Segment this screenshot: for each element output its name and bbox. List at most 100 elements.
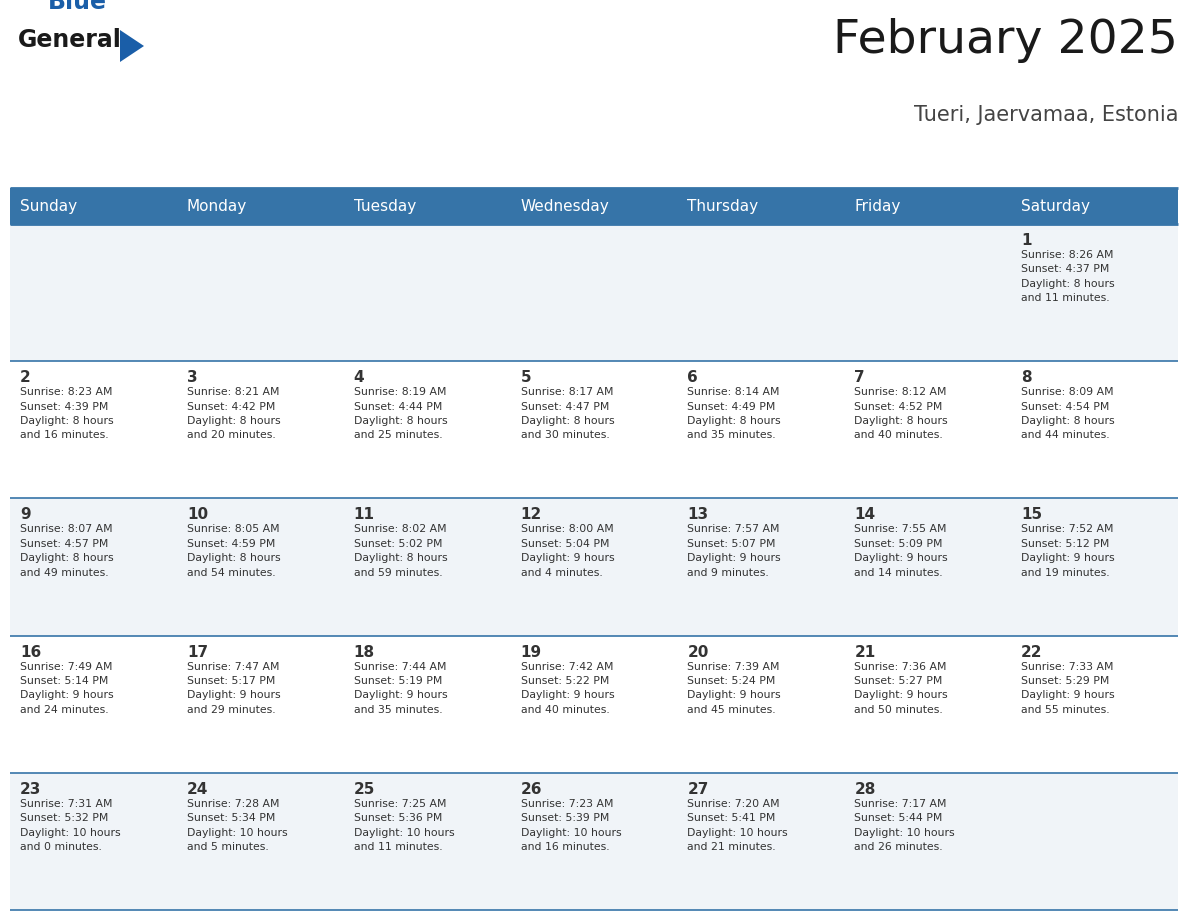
Bar (511, 361, 677, 498)
Bar (10, 635, 177, 773)
Bar (1011, 498, 1178, 635)
Text: Sunrise: 8:00 AM
Sunset: 5:04 PM
Daylight: 9 hours
and 4 minutes.: Sunrise: 8:00 AM Sunset: 5:04 PM Dayligh… (520, 524, 614, 577)
Bar (177, 773, 343, 910)
Bar (677, 635, 845, 773)
Text: Blue: Blue (48, 0, 107, 14)
Text: 23: 23 (20, 782, 42, 797)
Text: Tuesday: Tuesday (354, 198, 416, 214)
Bar (343, 188, 511, 224)
Text: Friday: Friday (854, 198, 901, 214)
Text: 26: 26 (520, 782, 542, 797)
Bar (677, 773, 845, 910)
Bar (511, 498, 677, 635)
Text: 3: 3 (187, 370, 197, 386)
Bar (343, 635, 511, 773)
Text: Sunrise: 8:12 AM
Sunset: 4:52 PM
Daylight: 8 hours
and 40 minutes.: Sunrise: 8:12 AM Sunset: 4:52 PM Dayligh… (854, 387, 948, 441)
Bar (177, 498, 343, 635)
Text: Sunrise: 8:07 AM
Sunset: 4:57 PM
Daylight: 8 hours
and 49 minutes.: Sunrise: 8:07 AM Sunset: 4:57 PM Dayligh… (20, 524, 114, 577)
Text: 16: 16 (20, 644, 42, 660)
Text: Sunrise: 7:49 AM
Sunset: 5:14 PM
Daylight: 9 hours
and 24 minutes.: Sunrise: 7:49 AM Sunset: 5:14 PM Dayligh… (20, 662, 114, 715)
Text: Sunrise: 7:42 AM
Sunset: 5:22 PM
Daylight: 9 hours
and 40 minutes.: Sunrise: 7:42 AM Sunset: 5:22 PM Dayligh… (520, 662, 614, 715)
Text: 11: 11 (354, 508, 374, 522)
Text: 18: 18 (354, 644, 375, 660)
Text: 1: 1 (1022, 233, 1031, 248)
Bar (677, 224, 845, 361)
Bar (1011, 188, 1178, 224)
Text: Sunrise: 8:05 AM
Sunset: 4:59 PM
Daylight: 8 hours
and 54 minutes.: Sunrise: 8:05 AM Sunset: 4:59 PM Dayligh… (187, 524, 280, 577)
Text: Sunday: Sunday (20, 198, 77, 214)
Text: Thursday: Thursday (688, 198, 759, 214)
Text: 2: 2 (20, 370, 31, 386)
Text: 22: 22 (1022, 644, 1043, 660)
Text: 13: 13 (688, 508, 708, 522)
Text: Sunrise: 8:02 AM
Sunset: 5:02 PM
Daylight: 8 hours
and 59 minutes.: Sunrise: 8:02 AM Sunset: 5:02 PM Dayligh… (354, 524, 448, 577)
Text: General: General (18, 28, 122, 52)
Text: Sunrise: 7:31 AM
Sunset: 5:32 PM
Daylight: 10 hours
and 0 minutes.: Sunrise: 7:31 AM Sunset: 5:32 PM Dayligh… (20, 799, 121, 852)
Text: Sunrise: 8:21 AM
Sunset: 4:42 PM
Daylight: 8 hours
and 20 minutes.: Sunrise: 8:21 AM Sunset: 4:42 PM Dayligh… (187, 387, 280, 441)
Bar (511, 635, 677, 773)
Bar (1011, 361, 1178, 498)
Bar (677, 361, 845, 498)
Text: 15: 15 (1022, 508, 1042, 522)
Text: Sunrise: 7:23 AM
Sunset: 5:39 PM
Daylight: 10 hours
and 16 minutes.: Sunrise: 7:23 AM Sunset: 5:39 PM Dayligh… (520, 799, 621, 852)
Text: February 2025: February 2025 (833, 18, 1178, 63)
Text: Sunrise: 7:57 AM
Sunset: 5:07 PM
Daylight: 9 hours
and 9 minutes.: Sunrise: 7:57 AM Sunset: 5:07 PM Dayligh… (688, 524, 781, 577)
Text: Sunrise: 7:36 AM
Sunset: 5:27 PM
Daylight: 9 hours
and 50 minutes.: Sunrise: 7:36 AM Sunset: 5:27 PM Dayligh… (854, 662, 948, 715)
Text: 7: 7 (854, 370, 865, 386)
Bar (1011, 224, 1178, 361)
Text: Sunrise: 8:09 AM
Sunset: 4:54 PM
Daylight: 8 hours
and 44 minutes.: Sunrise: 8:09 AM Sunset: 4:54 PM Dayligh… (1022, 387, 1114, 441)
Bar (343, 361, 511, 498)
Text: Sunrise: 7:47 AM
Sunset: 5:17 PM
Daylight: 9 hours
and 29 minutes.: Sunrise: 7:47 AM Sunset: 5:17 PM Dayligh… (187, 662, 280, 715)
Bar (845, 498, 1011, 635)
Bar (845, 224, 1011, 361)
Bar (10, 498, 177, 635)
Text: Sunrise: 7:17 AM
Sunset: 5:44 PM
Daylight: 10 hours
and 26 minutes.: Sunrise: 7:17 AM Sunset: 5:44 PM Dayligh… (854, 799, 955, 852)
Bar (511, 773, 677, 910)
Bar (343, 773, 511, 910)
Text: 9: 9 (20, 508, 31, 522)
Bar (511, 224, 677, 361)
Text: Sunrise: 8:26 AM
Sunset: 4:37 PM
Daylight: 8 hours
and 11 minutes.: Sunrise: 8:26 AM Sunset: 4:37 PM Dayligh… (1022, 250, 1114, 303)
Text: 4: 4 (354, 370, 365, 386)
Text: Sunrise: 8:14 AM
Sunset: 4:49 PM
Daylight: 8 hours
and 35 minutes.: Sunrise: 8:14 AM Sunset: 4:49 PM Dayligh… (688, 387, 781, 441)
Text: Saturday: Saturday (1022, 198, 1091, 214)
Text: Sunrise: 7:44 AM
Sunset: 5:19 PM
Daylight: 9 hours
and 35 minutes.: Sunrise: 7:44 AM Sunset: 5:19 PM Dayligh… (354, 662, 448, 715)
Text: Sunrise: 8:23 AM
Sunset: 4:39 PM
Daylight: 8 hours
and 16 minutes.: Sunrise: 8:23 AM Sunset: 4:39 PM Dayligh… (20, 387, 114, 441)
Text: 25: 25 (354, 782, 375, 797)
Text: 21: 21 (854, 644, 876, 660)
Bar (177, 188, 343, 224)
Text: Sunrise: 7:25 AM
Sunset: 5:36 PM
Daylight: 10 hours
and 11 minutes.: Sunrise: 7:25 AM Sunset: 5:36 PM Dayligh… (354, 799, 454, 852)
Bar (10, 188, 177, 224)
Text: Sunrise: 7:55 AM
Sunset: 5:09 PM
Daylight: 9 hours
and 14 minutes.: Sunrise: 7:55 AM Sunset: 5:09 PM Dayligh… (854, 524, 948, 577)
Bar (845, 635, 1011, 773)
Text: 19: 19 (520, 644, 542, 660)
Text: Sunrise: 7:28 AM
Sunset: 5:34 PM
Daylight: 10 hours
and 5 minutes.: Sunrise: 7:28 AM Sunset: 5:34 PM Dayligh… (187, 799, 287, 852)
Text: 6: 6 (688, 370, 699, 386)
Bar (177, 635, 343, 773)
Bar (343, 224, 511, 361)
Bar (1011, 635, 1178, 773)
Text: 14: 14 (854, 508, 876, 522)
Text: 12: 12 (520, 508, 542, 522)
Bar (845, 188, 1011, 224)
Text: Sunrise: 7:20 AM
Sunset: 5:41 PM
Daylight: 10 hours
and 21 minutes.: Sunrise: 7:20 AM Sunset: 5:41 PM Dayligh… (688, 799, 788, 852)
Bar (677, 188, 845, 224)
Text: Sunrise: 7:33 AM
Sunset: 5:29 PM
Daylight: 9 hours
and 55 minutes.: Sunrise: 7:33 AM Sunset: 5:29 PM Dayligh… (1022, 662, 1114, 715)
Bar (511, 188, 677, 224)
Text: Sunrise: 7:52 AM
Sunset: 5:12 PM
Daylight: 9 hours
and 19 minutes.: Sunrise: 7:52 AM Sunset: 5:12 PM Dayligh… (1022, 524, 1114, 577)
Bar (10, 773, 177, 910)
Text: 5: 5 (520, 370, 531, 386)
Text: 24: 24 (187, 782, 208, 797)
Text: 27: 27 (688, 782, 709, 797)
Bar (677, 498, 845, 635)
Text: 17: 17 (187, 644, 208, 660)
Bar (1011, 773, 1178, 910)
Polygon shape (120, 30, 144, 62)
Text: Wednesday: Wednesday (520, 198, 609, 214)
Text: Monday: Monday (187, 198, 247, 214)
Text: 20: 20 (688, 644, 709, 660)
Bar (343, 498, 511, 635)
Bar (177, 224, 343, 361)
Text: Sunrise: 8:19 AM
Sunset: 4:44 PM
Daylight: 8 hours
and 25 minutes.: Sunrise: 8:19 AM Sunset: 4:44 PM Dayligh… (354, 387, 448, 441)
Bar (845, 361, 1011, 498)
